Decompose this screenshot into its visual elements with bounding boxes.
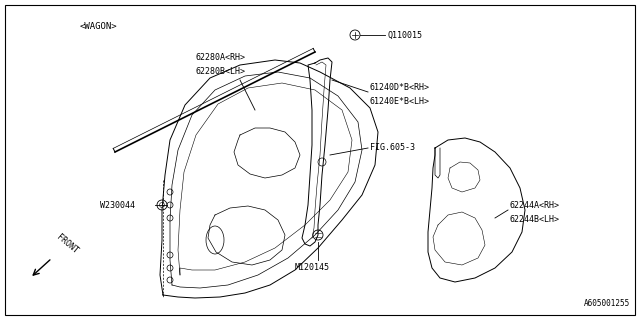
Text: 62280B<LH>: 62280B<LH> xyxy=(195,68,245,76)
Text: FIG.605-3: FIG.605-3 xyxy=(370,143,415,153)
Text: Q110015: Q110015 xyxy=(387,30,422,39)
Text: W230044: W230044 xyxy=(100,201,135,210)
Text: <WAGON>: <WAGON> xyxy=(80,22,118,31)
Text: 61240D*B<RH>: 61240D*B<RH> xyxy=(370,84,430,92)
Text: 62244A<RH>: 62244A<RH> xyxy=(510,201,560,210)
Text: FRONT: FRONT xyxy=(55,233,80,256)
Text: A605001255: A605001255 xyxy=(584,299,630,308)
Text: M120145: M120145 xyxy=(294,263,330,273)
Text: 61240E*B<LH>: 61240E*B<LH> xyxy=(370,98,430,107)
Text: 62244B<LH>: 62244B<LH> xyxy=(510,214,560,223)
Text: 62280A<RH>: 62280A<RH> xyxy=(195,53,245,62)
